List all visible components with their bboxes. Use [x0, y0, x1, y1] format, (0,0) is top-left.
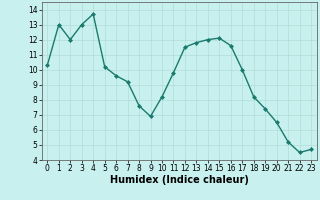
X-axis label: Humidex (Indice chaleur): Humidex (Indice chaleur) — [110, 175, 249, 185]
